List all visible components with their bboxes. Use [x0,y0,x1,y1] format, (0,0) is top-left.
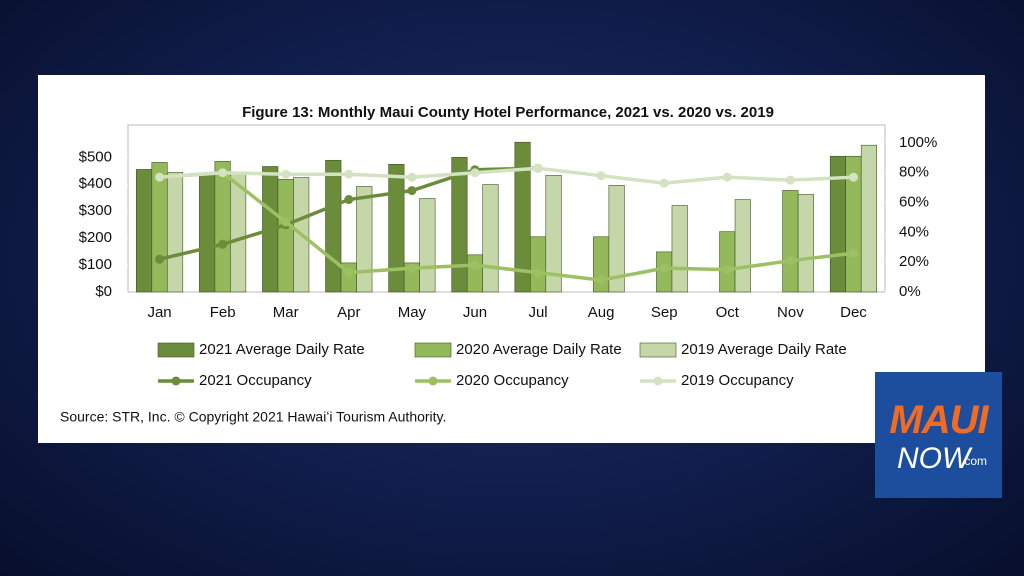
legend-label: 2019 Occupancy [681,372,794,389]
line-marker [407,186,417,196]
x-tick-label: Jan [147,304,171,321]
logo: MAUI NOW .com [875,372,1002,498]
bar [514,141,531,293]
bar [545,175,562,293]
bar [356,186,373,293]
bar [388,164,405,293]
bar [151,162,168,293]
legend-swatch [157,342,195,358]
line-marker [407,172,417,182]
bar [325,159,342,293]
x-tick-label: Apr [337,304,360,321]
y-tick-label: $300 [79,202,112,219]
y-tick-label: $0 [95,283,112,300]
x-tick-label: Jun [463,304,487,321]
bar [529,236,547,293]
logo-brand: MAUI [889,398,988,442]
y-tick-label: $400 [79,175,112,192]
bar [734,199,751,293]
line-marker [470,260,480,270]
line-marker [659,263,669,273]
bar [466,254,484,293]
line-marker [533,163,543,173]
line-marker [218,239,228,249]
line-marker [596,171,606,181]
bar [166,172,184,293]
x-tick-label: Aug [588,304,615,321]
line-marker [470,168,480,178]
bar [230,173,247,293]
y2-tick-label: 0% [899,283,921,300]
line-marker [218,168,228,178]
line-marker [722,265,732,275]
chart-panel [38,75,985,443]
line-marker [596,275,606,285]
line-marker [155,254,165,264]
legend-label: 2020 Occupancy [456,372,569,389]
line-marker [785,175,795,185]
line-marker [407,263,417,273]
legend-label: 2020 Average Daily Rate [456,341,622,358]
x-tick-label: Oct [716,304,740,321]
logo-sub: NOW [897,442,971,475]
y-tick-label: $100 [79,256,112,273]
y2-tick-label: 40% [899,223,929,240]
x-tick-label: Dec [840,304,867,321]
bar [608,185,625,293]
bar [482,184,499,293]
source-note: Source: STR, Inc. © Copyright 2021 Hawai… [60,409,446,425]
plot-frame [127,124,886,293]
bar [277,179,294,293]
y2-tick-label: 60% [899,194,929,211]
line [159,170,854,282]
x-tick-label: Feb [210,304,236,321]
bar [719,231,736,293]
bar [860,144,878,293]
line-marker [281,217,291,227]
y2-tick-label: 20% [899,253,929,270]
legend-swatch [639,342,677,358]
line-marker [281,169,291,179]
legend-label: 2019 Average Daily Rate [681,341,847,358]
bar [451,157,468,293]
line-marker [533,268,543,278]
bar [671,205,688,293]
bar [797,194,814,293]
line [159,166,854,185]
bar [419,198,436,293]
line-marker [344,195,354,205]
legend-swatch [171,376,181,386]
legend-swatch [414,342,452,358]
line-marker [155,172,165,182]
legend-label: 2021 Average Daily Rate [199,341,365,358]
bar [782,190,799,293]
bar [135,169,153,293]
x-tick-label: Sep [651,304,678,321]
line-marker [344,268,354,278]
y-tick-label: $200 [79,229,112,246]
line-marker [722,172,732,182]
legend-swatch [428,376,438,386]
legend-label: 2021 Occupancy [199,372,312,389]
y2-tick-label: 80% [899,164,929,181]
line-marker [659,178,669,188]
legend-swatch [653,376,663,386]
x-tick-label: Nov [777,304,804,321]
y-tick-label: $500 [79,148,112,165]
line-marker [848,248,858,258]
chart-title: Figure 13: Monthly Maui County Hotel Per… [242,104,774,121]
x-tick-label: Jul [528,304,547,321]
line-marker [785,256,795,266]
y2-tick-label: 100% [899,134,937,151]
line-marker [344,169,354,179]
x-tick-label: May [398,304,427,321]
logo-suffix: .com [961,454,988,468]
x-tick-label: Mar [273,304,299,321]
bar [214,161,231,293]
line-marker [848,172,858,182]
bar [199,173,216,293]
